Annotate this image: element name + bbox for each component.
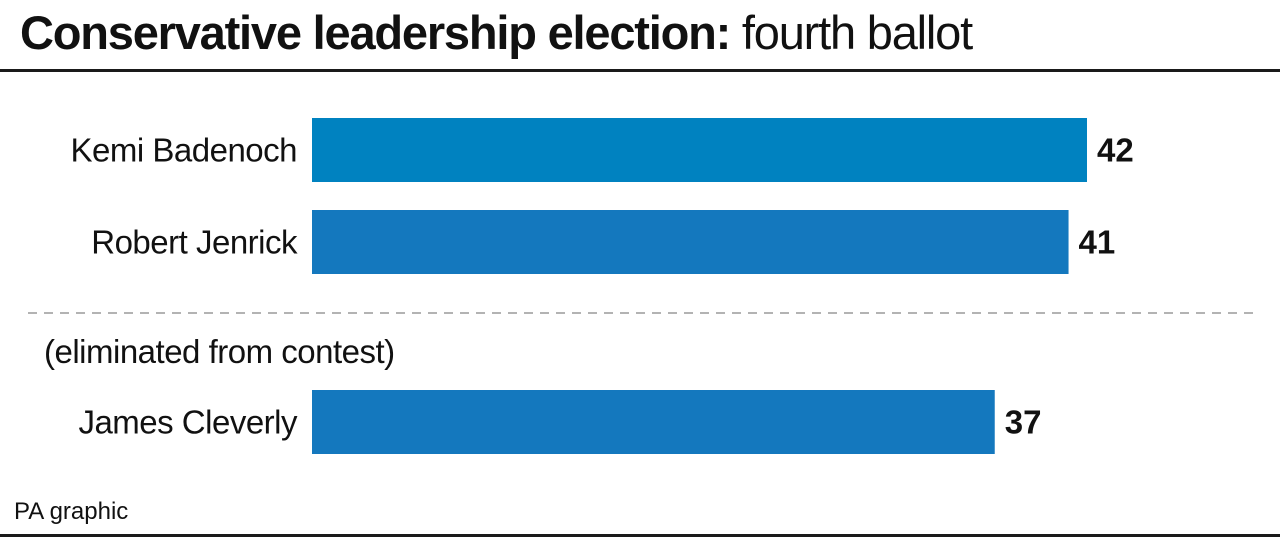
- labels-group: Kemi Badenoch 42 Robert Jenrick 41 James Cle…: [71, 132, 1134, 441]
- category-label-james-cleverly: James Cleverly: [78, 404, 298, 441]
- eliminated-note: (eliminated from contest): [44, 333, 395, 370]
- bars-group: [312, 118, 1087, 454]
- top-divider: [0, 69, 1280, 72]
- category-label-robert-jenrick: Robert Jenrick: [91, 224, 298, 261]
- chart-title-subtitle: fourth ballot: [741, 6, 973, 59]
- chart-title-bold: Conservative leadership election:: [20, 6, 731, 59]
- chart-title: Conservative leadership election: fourth…: [20, 4, 973, 62]
- value-label-kemi-badenoch: 42: [1097, 132, 1134, 169]
- bar-robert-jenrick: [312, 210, 1069, 274]
- bar-james-cleverly: [312, 390, 995, 454]
- bottom-divider: [0, 534, 1280, 537]
- source-credit: PA graphic: [14, 498, 129, 525]
- category-label-kemi-badenoch: Kemi Badenoch: [71, 132, 297, 169]
- value-label-james-cleverly: 37: [1005, 404, 1042, 441]
- value-label-robert-jenrick: 41: [1079, 224, 1116, 261]
- bar-kemi-badenoch: [312, 118, 1087, 182]
